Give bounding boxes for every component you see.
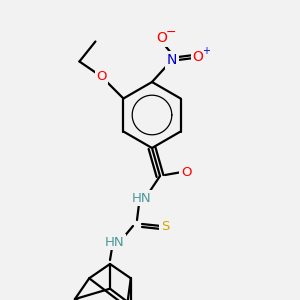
Text: −: − <box>166 26 176 38</box>
Text: O: O <box>193 50 203 64</box>
Text: O: O <box>157 31 167 45</box>
Text: HN: HN <box>132 191 152 205</box>
Text: HN: HN <box>105 236 125 248</box>
Text: S: S <box>161 220 169 233</box>
Text: O: O <box>96 70 107 83</box>
Text: N: N <box>167 53 177 67</box>
Text: O: O <box>181 166 191 178</box>
Text: +: + <box>202 46 210 56</box>
